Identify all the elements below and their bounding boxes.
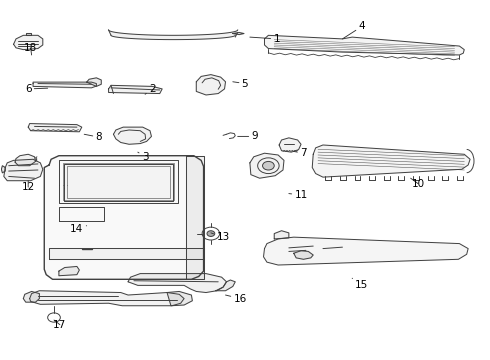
Text: 9: 9 bbox=[238, 131, 258, 141]
Polygon shape bbox=[26, 33, 30, 35]
Text: 2: 2 bbox=[145, 84, 156, 94]
Polygon shape bbox=[114, 127, 151, 144]
Polygon shape bbox=[196, 75, 225, 95]
Polygon shape bbox=[109, 30, 238, 40]
Polygon shape bbox=[274, 231, 289, 239]
Text: 4: 4 bbox=[343, 21, 365, 39]
Polygon shape bbox=[1, 166, 5, 173]
Polygon shape bbox=[87, 78, 101, 86]
Text: 18: 18 bbox=[24, 43, 37, 55]
Text: 7: 7 bbox=[294, 148, 307, 158]
Text: 5: 5 bbox=[233, 78, 248, 89]
Circle shape bbox=[263, 161, 274, 170]
Text: 15: 15 bbox=[352, 278, 368, 291]
Polygon shape bbox=[265, 35, 464, 55]
Polygon shape bbox=[49, 248, 203, 258]
Circle shape bbox=[207, 231, 215, 237]
Polygon shape bbox=[44, 156, 203, 279]
Polygon shape bbox=[109, 85, 162, 94]
Text: 11: 11 bbox=[289, 190, 308, 200]
Polygon shape bbox=[233, 32, 244, 35]
Polygon shape bbox=[4, 159, 43, 181]
Text: 10: 10 bbox=[411, 178, 424, 189]
Text: 6: 6 bbox=[25, 84, 48, 94]
Text: 12: 12 bbox=[22, 181, 35, 192]
Text: 8: 8 bbox=[84, 132, 102, 142]
Polygon shape bbox=[186, 156, 203, 279]
Polygon shape bbox=[250, 153, 284, 178]
Polygon shape bbox=[312, 145, 470, 177]
Polygon shape bbox=[264, 237, 468, 265]
Text: 13: 13 bbox=[211, 232, 230, 242]
Text: 14: 14 bbox=[70, 224, 87, 234]
Polygon shape bbox=[59, 266, 79, 276]
Polygon shape bbox=[30, 291, 184, 306]
Polygon shape bbox=[15, 154, 35, 166]
Polygon shape bbox=[294, 251, 313, 259]
Polygon shape bbox=[167, 292, 193, 306]
Polygon shape bbox=[128, 274, 226, 293]
Polygon shape bbox=[24, 292, 39, 302]
Text: 1: 1 bbox=[250, 34, 280, 44]
Text: 16: 16 bbox=[225, 294, 247, 303]
Text: 3: 3 bbox=[138, 152, 148, 162]
Text: 17: 17 bbox=[53, 320, 67, 330]
Polygon shape bbox=[279, 138, 301, 152]
Polygon shape bbox=[28, 123, 82, 132]
Polygon shape bbox=[64, 164, 173, 201]
Polygon shape bbox=[216, 280, 235, 291]
Polygon shape bbox=[14, 35, 43, 50]
Polygon shape bbox=[33, 82, 97, 88]
